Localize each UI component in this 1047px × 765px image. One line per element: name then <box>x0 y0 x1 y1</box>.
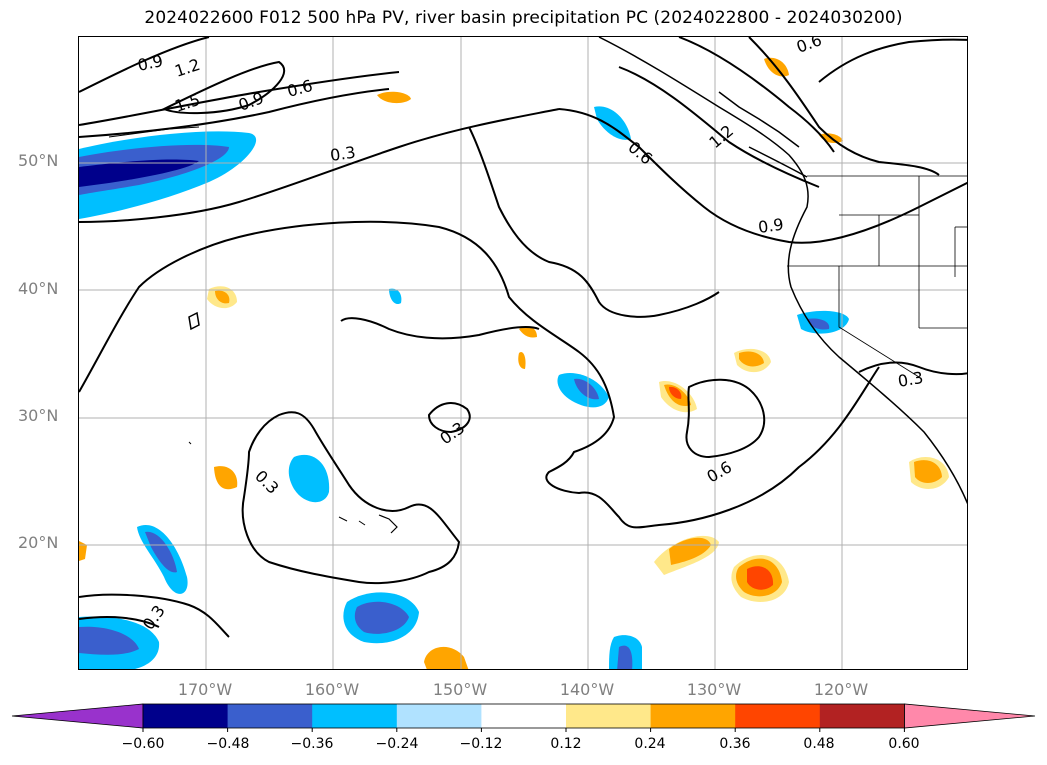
lon-label-160w: 160°W <box>304 680 360 699</box>
colorbar-tick-label: −0.48 <box>206 736 250 752</box>
contour-label: 1.2 <box>172 55 202 81</box>
colorbar-tick-label: 0.60 <box>888 736 920 752</box>
lat-label-40n: 40°N <box>18 279 59 298</box>
map-frame: 0.9 1.2 1.5 0.9 0.6 0.3 0.6 0.6 1.2 0.9 … <box>78 36 968 670</box>
contour-label: 0.6 <box>624 138 656 169</box>
lon-label-130w: 130°W <box>686 680 742 699</box>
pv-contours <box>79 37 967 638</box>
lat-label-30n: 30°N <box>18 406 59 425</box>
map-gridlines <box>79 37 967 669</box>
map-svg: 0.9 1.2 1.5 0.9 0.6 0.3 0.6 0.6 1.2 0.9 … <box>79 37 967 669</box>
colorbar-segment <box>481 704 567 728</box>
lon-label-120w: 120°W <box>813 680 869 699</box>
colorbar-tick-label: −0.60 <box>121 736 165 752</box>
lat-label-20n: 20°N <box>18 533 59 552</box>
colorbar-tick-label: 0.12 <box>550 736 582 752</box>
precip-positive-shading <box>79 57 949 669</box>
colorbar-tick-label: −0.24 <box>375 736 419 752</box>
lon-label-140w: 140°W <box>559 680 615 699</box>
colorbar-segment <box>735 704 821 728</box>
plot-title: 2024022600 F012 500 hPa PV, river basin … <box>144 8 903 28</box>
colorbar-extend-high <box>904 703 1036 729</box>
contour-label: 0.6 <box>704 457 736 486</box>
colorbar-segment <box>650 704 736 728</box>
colorbar-segment <box>566 704 652 728</box>
lat-label-50n: 50°N <box>18 151 59 170</box>
colorbar-tick-label: 0.36 <box>719 736 751 752</box>
colorbar-segment <box>143 704 229 728</box>
colorbar-extend-low <box>11 703 144 729</box>
colorbar-segment <box>819 704 905 728</box>
colorbar-segment <box>396 704 482 728</box>
contour-label: 0.3 <box>896 368 924 391</box>
colorbar-segment <box>312 704 398 728</box>
colorbar-tick-label: 0.48 <box>803 736 835 752</box>
contour-label: 0.3 <box>436 418 468 448</box>
contour-label: 0.3 <box>329 143 357 165</box>
contour-label: 0.9 <box>757 215 785 237</box>
colorbar-tick-label: 0.24 <box>634 736 666 752</box>
colorbar-segment <box>227 704 313 728</box>
colorbar-segments <box>11 703 1036 729</box>
state-borders <box>787 175 967 378</box>
lon-label-170w: 170°W <box>177 680 233 699</box>
colorbar <box>11 703 1036 732</box>
colorbar-outline <box>142 703 905 729</box>
colorbar-tick-label: −0.36 <box>290 736 334 752</box>
precip-negative-shading <box>79 106 849 669</box>
lon-label-150w: 150°W <box>432 680 488 699</box>
contour-label: 0.6 <box>794 37 824 57</box>
colorbar-tick-label: −0.12 <box>459 736 503 752</box>
contour-label: 0.9 <box>136 51 165 75</box>
colorbar-tick-marks <box>142 728 905 732</box>
contour-label: 0.6 <box>285 76 315 101</box>
contour-label: 0.3 <box>251 466 282 497</box>
